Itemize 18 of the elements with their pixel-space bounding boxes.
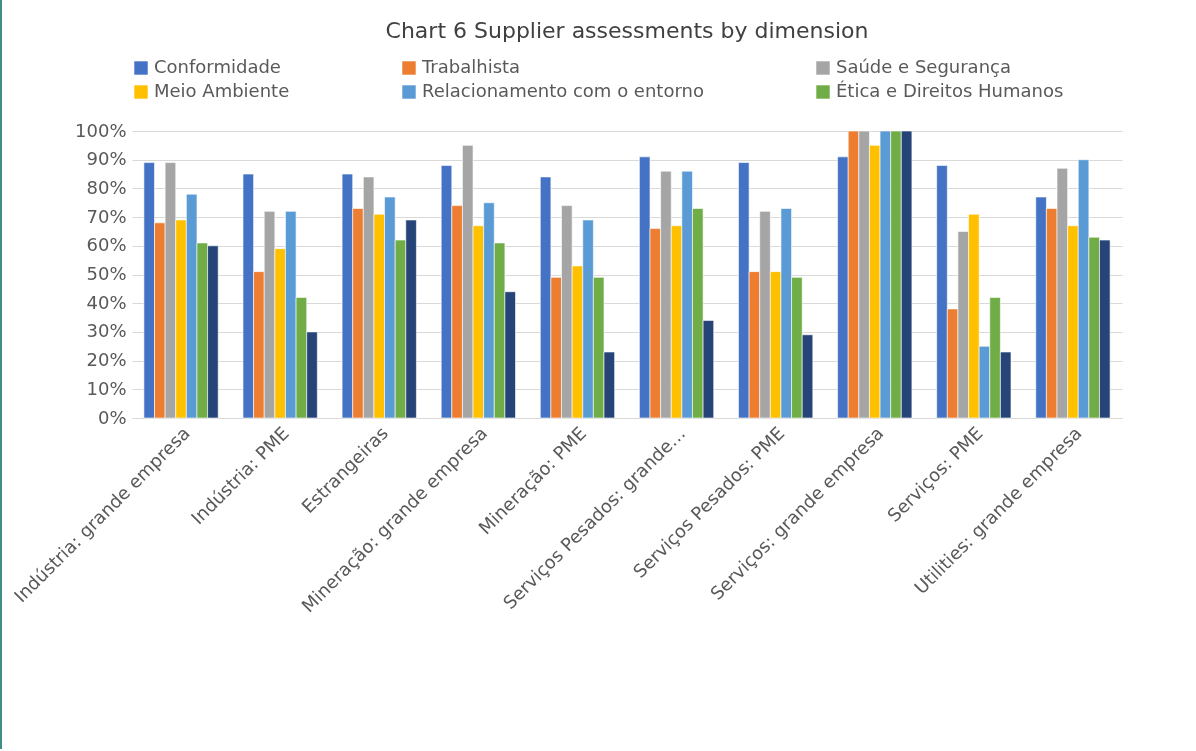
legend-label: Conformidade: [154, 56, 281, 77]
y-tick-label: 100%: [75, 119, 127, 141]
legend-label: Trabalhista: [421, 56, 521, 77]
y-tick-label: 50%: [86, 263, 127, 284]
y-tick-label: 30%: [86, 320, 127, 342]
y-tick-label: 80%: [86, 176, 127, 198]
y-tick-label: 60%: [86, 234, 127, 256]
chart-title: Chart 6 Supplier assessments by dimension: [385, 18, 869, 43]
y-tick-label: 90%: [86, 148, 127, 170]
y-tick-label: 40%: [86, 291, 127, 313]
legend-label: Relacionamento com o entorno: [422, 80, 704, 101]
legend-label: Saúde e Segurança: [836, 56, 1011, 77]
y-tick-label: 0%: [97, 406, 127, 428]
y-tick-label: 70%: [86, 205, 127, 227]
legend-label: Ética e Direitos Humanos: [836, 80, 1064, 101]
y-tick-label: 20%: [86, 349, 127, 371]
y-tick-label: 10%: [86, 377, 127, 399]
legend-label: Meio Ambiente: [154, 80, 290, 101]
